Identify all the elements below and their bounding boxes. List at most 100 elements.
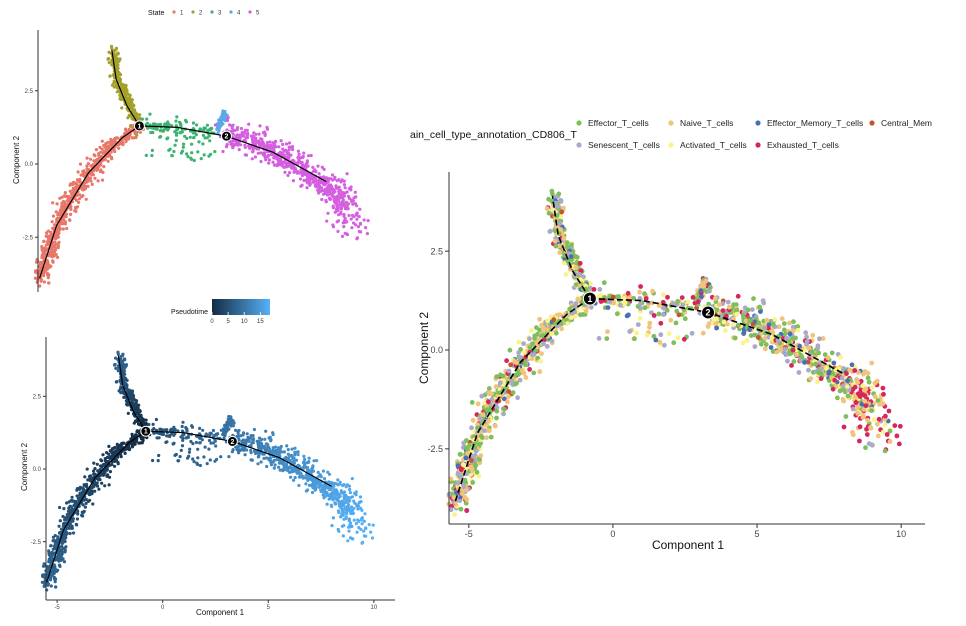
- cell-point: [342, 225, 346, 229]
- cell-point: [291, 179, 295, 183]
- cell-point: [313, 488, 317, 492]
- cell-point: [332, 484, 336, 488]
- cell-point: [761, 300, 767, 306]
- cell-point: [64, 545, 68, 549]
- cell-point: [523, 375, 529, 380]
- cell-point: [517, 354, 523, 360]
- cell-point: [257, 132, 261, 136]
- cell-point: [578, 312, 583, 318]
- cell-point: [553, 243, 559, 249]
- cell-point: [127, 448, 131, 452]
- cell-point: [112, 85, 116, 89]
- cell-point: [642, 291, 647, 297]
- cell-point: [268, 435, 272, 439]
- cell-point: [57, 213, 61, 217]
- cell-point: [81, 514, 85, 518]
- cell-point: [127, 127, 131, 132]
- cell-point: [184, 118, 188, 122]
- cell-point: [549, 338, 555, 344]
- cell-point: [332, 494, 336, 498]
- cell-point: [61, 218, 66, 222]
- cell-point: [282, 450, 286, 454]
- state-legend-label: 5: [256, 11, 260, 17]
- cell-point: [359, 500, 363, 504]
- cell-point: [78, 491, 82, 495]
- cell-point: [180, 424, 184, 429]
- cell-point: [301, 163, 305, 167]
- cell-point: [76, 512, 80, 516]
- cell-point: [54, 237, 58, 241]
- cell-point: [324, 176, 328, 180]
- cell-point: [307, 468, 311, 472]
- cell-point: [477, 457, 482, 463]
- cell-point: [546, 196, 551, 202]
- cell-point: [137, 403, 141, 407]
- cell-point: [40, 248, 44, 252]
- cell-point: [108, 74, 112, 78]
- cell-point: [335, 186, 339, 190]
- cell-point: [316, 164, 320, 168]
- cell-point: [56, 255, 60, 259]
- cell-point: [523, 362, 528, 368]
- cell-point: [78, 193, 82, 197]
- cell-point: [647, 320, 653, 326]
- cell-point: [281, 161, 285, 165]
- cell-point: [265, 127, 270, 131]
- cell-point: [118, 57, 122, 61]
- cell-point: [277, 465, 281, 469]
- cell-point: [486, 386, 492, 391]
- cell-point: [365, 232, 369, 236]
- cell-point: [314, 178, 318, 182]
- cell-point: [532, 336, 537, 341]
- cell-point: [680, 302, 686, 308]
- cell-point: [125, 385, 129, 389]
- cell-point: [723, 328, 728, 333]
- cell-point: [75, 523, 79, 527]
- cell-point: [178, 120, 182, 124]
- cell-point: [70, 519, 74, 524]
- cell-point: [455, 463, 461, 469]
- cell-point: [544, 206, 550, 212]
- cell-point: [212, 434, 216, 438]
- cell-point: [86, 162, 90, 166]
- cell-point: [354, 195, 358, 199]
- cell-point: [261, 445, 265, 449]
- cell-point: [223, 111, 227, 115]
- cell-point: [99, 168, 103, 172]
- cell-point: [189, 156, 193, 160]
- cell-point: [150, 148, 154, 152]
- cell-point: [527, 336, 532, 342]
- cell-point: [637, 289, 642, 295]
- cell-point: [306, 154, 311, 158]
- cell-point: [54, 210, 58, 214]
- cell-point: [465, 451, 470, 456]
- cell-point: [358, 222, 363, 226]
- cell-point: [124, 138, 128, 142]
- cell-point: [453, 501, 458, 507]
- cell-point: [322, 167, 326, 171]
- cell-point: [195, 461, 199, 465]
- cell-point: [348, 197, 352, 201]
- cell-point: [74, 185, 78, 189]
- cell-point: [54, 543, 58, 547]
- cell-point: [75, 487, 79, 491]
- cell-point: [311, 469, 316, 473]
- cell-point: [290, 455, 294, 459]
- cell-point: [285, 444, 289, 448]
- cell-point: [69, 207, 73, 211]
- cell-point: [130, 398, 134, 402]
- cell-point: [116, 63, 120, 67]
- cell-point: [138, 113, 142, 117]
- celltype-legend-label: Central_Mem: [881, 118, 932, 128]
- cell-point: [342, 523, 346, 528]
- cell-point: [285, 150, 289, 154]
- cell-point: [498, 372, 503, 378]
- cell-point: [192, 460, 196, 464]
- cell-point: [109, 150, 113, 154]
- cell-point: [113, 56, 117, 60]
- cell-point: [128, 124, 133, 128]
- cell-point: [214, 444, 218, 448]
- cell-point: [69, 505, 73, 509]
- cell-point: [197, 140, 201, 144]
- cell-point: [362, 218, 366, 222]
